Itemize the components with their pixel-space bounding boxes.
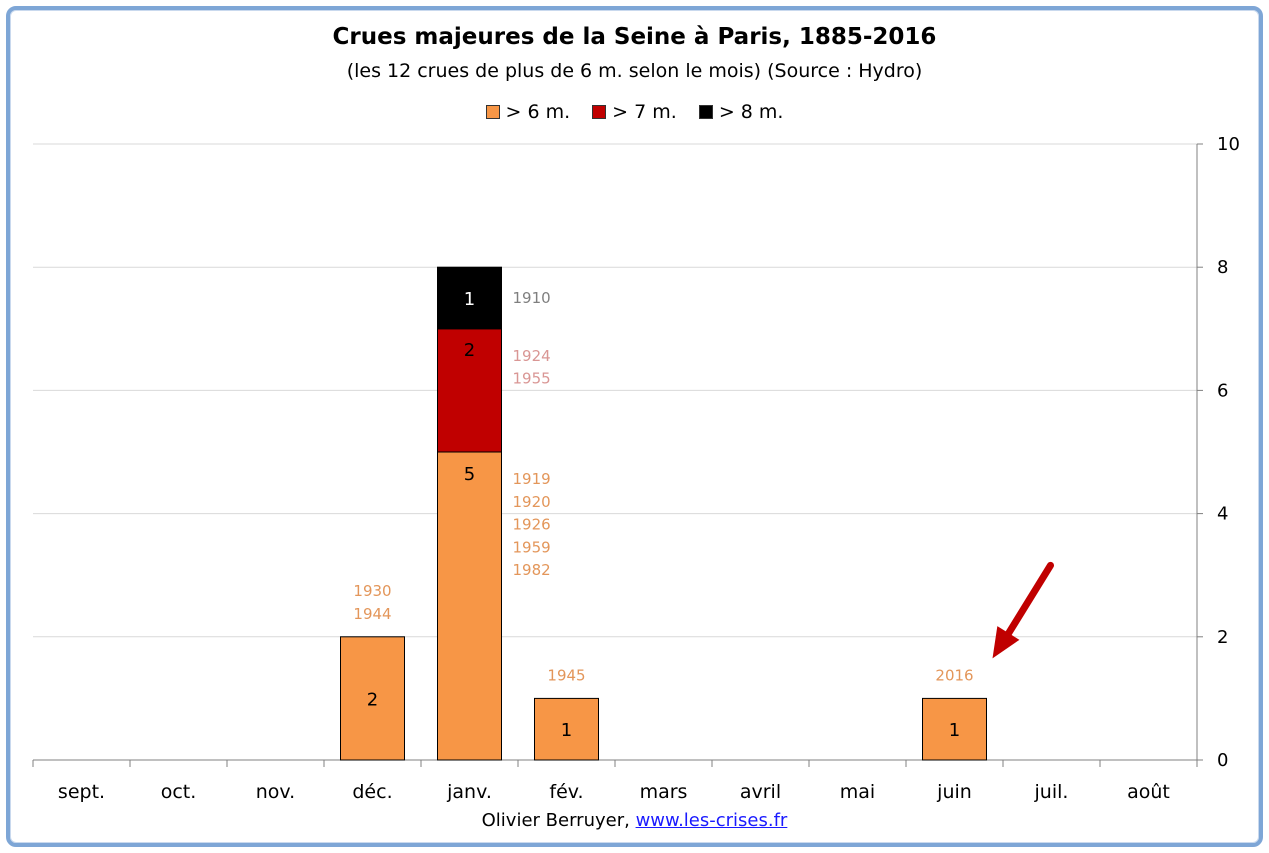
chart-legend: > 6 m. > 7 m. > 8 m. <box>0 101 1269 123</box>
y-tick-label: 10 <box>1217 134 1240 155</box>
chart-subtitle: (les 12 crues de plus de 6 m. selon le m… <box>346 60 923 82</box>
chart-frame <box>6 6 1263 847</box>
x-tick-label: sept. <box>58 781 105 803</box>
bar-segment <box>437 451 502 761</box>
year-label: 1944 <box>353 605 391 623</box>
bar-value-label: 2 <box>367 689 378 710</box>
legend-item-8m: > 8 m. <box>698 101 784 123</box>
year-label: 1959 <box>513 538 551 556</box>
x-tick-label: mars <box>640 781 688 803</box>
year-label: 1920 <box>513 493 551 511</box>
bar-segment <box>437 266 502 330</box>
year-label: 1982 <box>513 561 551 579</box>
bar-value-label: 2 <box>464 340 475 361</box>
x-tick-label: fév. <box>549 781 583 803</box>
year-label: 1910 <box>513 289 551 307</box>
year-label: 1930 <box>353 582 391 600</box>
footer-link[interactable]: www.les-crises.fr <box>635 810 788 831</box>
footer-author: Olivier Berruyer, <box>481 810 630 831</box>
year-label: 1945 <box>547 666 585 684</box>
bar-segment <box>437 328 502 453</box>
y-tick-label: 0 <box>1217 750 1228 771</box>
bar-value-label: 5 <box>464 464 475 485</box>
annotation-arrow-head <box>992 626 1020 659</box>
y-tick-label: 2 <box>1217 627 1228 648</box>
legend-item-6m: > 6 m. <box>485 101 571 123</box>
x-tick-label: janv. <box>446 781 492 803</box>
year-label: 1926 <box>513 516 551 534</box>
x-tick-label: août <box>1127 781 1170 803</box>
annotation-arrow-shaft <box>997 561 1054 650</box>
y-tick-label: 6 <box>1217 380 1228 401</box>
legend-swatch-7m <box>592 105 607 119</box>
legend-label-8m: > 8 m. <box>718 101 784 123</box>
bar-value-label: 1 <box>464 289 475 310</box>
legend-label-7m: > 7 m. <box>612 101 677 123</box>
chart-title: Crues majeures de la Seine à Paris, 1885… <box>332 24 937 50</box>
x-tick-label: juin <box>936 781 972 803</box>
x-tick-label: oct. <box>161 781 197 803</box>
x-tick-label: avril <box>740 781 781 803</box>
y-tick-label: 8 <box>1217 257 1228 278</box>
y-tick-label: 4 <box>1217 504 1228 525</box>
x-tick-label: mai <box>840 781 875 803</box>
footer: Olivier Berruyer, www.les-crises.fr <box>0 810 1269 831</box>
legend-swatch-8m <box>698 105 713 119</box>
year-label: 1924 <box>513 347 551 365</box>
legend-swatch-6m <box>485 105 500 119</box>
year-label: 1919 <box>513 470 551 488</box>
x-tick-label: juil. <box>1034 781 1069 803</box>
year-label: 2016 <box>935 666 973 684</box>
bar-segment <box>534 697 599 761</box>
legend-label-6m: > 6 m. <box>505 101 571 123</box>
bar-value-label: 1 <box>561 720 572 741</box>
bar-segment <box>340 636 405 761</box>
x-tick-label: nov. <box>256 781 295 803</box>
year-label: 1955 <box>513 370 551 388</box>
bar-segment <box>922 697 987 761</box>
bar-value-label: 1 <box>949 720 960 741</box>
x-tick-label: déc. <box>352 781 392 803</box>
legend-item-7m: > 7 m. <box>592 101 677 123</box>
